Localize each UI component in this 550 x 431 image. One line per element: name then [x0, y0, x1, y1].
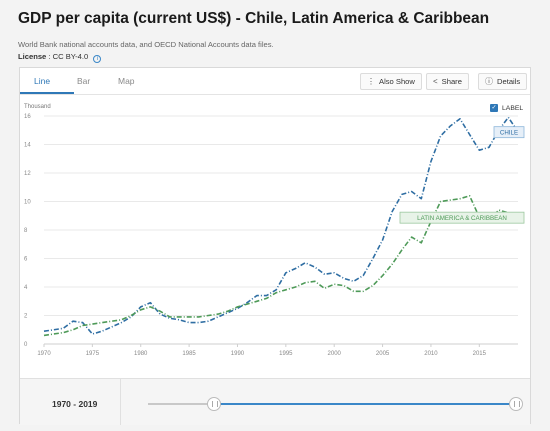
x-tick-label: 1995 [279, 351, 293, 357]
range-slider-end-handle[interactable] [509, 397, 523, 411]
y-tick-label: 0 [24, 342, 28, 348]
range-label: 1970 - 2019 [52, 399, 98, 409]
range-footer: 1970 - 2019 [20, 378, 530, 425]
x-tick-label: 1985 [182, 351, 196, 357]
range-slider-fill [214, 403, 516, 405]
divider [120, 379, 121, 425]
also-show-label: Also Show [379, 77, 415, 86]
x-tick-label: 2015 [473, 351, 487, 357]
y-tick-label: 2 [24, 314, 28, 320]
license-line: License : CC BY-4.0 i [18, 52, 102, 63]
y-tick-label: 14 [24, 143, 31, 149]
y-tick-label: 8 [24, 228, 28, 234]
series-line-latin-america-caribbean [43, 195, 519, 337]
details-button[interactable]: ⓘ Details [478, 73, 528, 90]
y-tick-label: 4 [24, 285, 28, 291]
tab-map[interactable]: Map [118, 76, 135, 86]
line-chart: Thousand 0 2 4 6 8 10 12 14 16 1970 1975 1980 1985 199… [24, 104, 525, 357]
license-label: License [18, 52, 47, 61]
details-label: Details [497, 77, 521, 86]
x-tick-label: 2000 [328, 351, 342, 357]
series-label-latin-america-caribbean: LATIN AMERICA & CARIBBEAN [417, 215, 507, 222]
info-icon[interactable]: i [93, 55, 102, 63]
y-tick-label: 16 [24, 114, 31, 120]
label-toggle-text: LABEL [502, 104, 524, 112]
also-show-button[interactable]: ⋮ Also Show [360, 73, 422, 90]
share-label: Share [441, 77, 462, 86]
series-label-chile-box [493, 126, 525, 139]
x-tick-label: 1990 [231, 351, 245, 357]
y-tick-label: 12 [24, 171, 31, 177]
y-tick-label: 6 [24, 257, 28, 263]
x-tick-label: 2010 [424, 351, 438, 357]
x-tick-label: 1980 [134, 351, 148, 357]
checkbox-checked-icon[interactable]: ✓ [490, 104, 498, 112]
share-button[interactable]: < Share [426, 73, 469, 90]
license-value: : CC BY-4.0 [48, 52, 89, 61]
active-tab-indicator [20, 92, 74, 94]
series-label-latin-america-caribbean-box [399, 211, 525, 224]
page-title: GDP per capita (current US$) - Chile, La… [18, 10, 490, 27]
source-note: World Bank national accounts data, and O… [18, 40, 274, 49]
tab-line[interactable]: Line [34, 76, 51, 86]
tab-bar[interactable]: Bar [77, 76, 91, 86]
y-tick-label: 10 [24, 200, 31, 206]
x-tick-label: 2005 [376, 351, 390, 357]
view-tabs: Line Bar Map ⋮ Also Show < Share ⓘ Detai… [20, 68, 530, 95]
label-toggle[interactable]: ✓ LABEL [490, 104, 523, 112]
vertical-dots-icon: ⋮ [367, 77, 375, 86]
range-slider-start-handle[interactable] [207, 397, 221, 411]
info-circle-icon: ⓘ [485, 77, 493, 86]
series-label-chile: CHILE [500, 130, 518, 137]
y-axis-title: Thousand [24, 104, 51, 110]
series-line-chile [43, 116, 519, 335]
chart-panel: Line Bar Map ⋮ Also Show < Share ⓘ Detai… [19, 67, 531, 425]
x-tick-label: 1970 [37, 351, 51, 357]
x-tick-label: 1975 [86, 351, 100, 357]
share-icon: < [433, 77, 438, 86]
